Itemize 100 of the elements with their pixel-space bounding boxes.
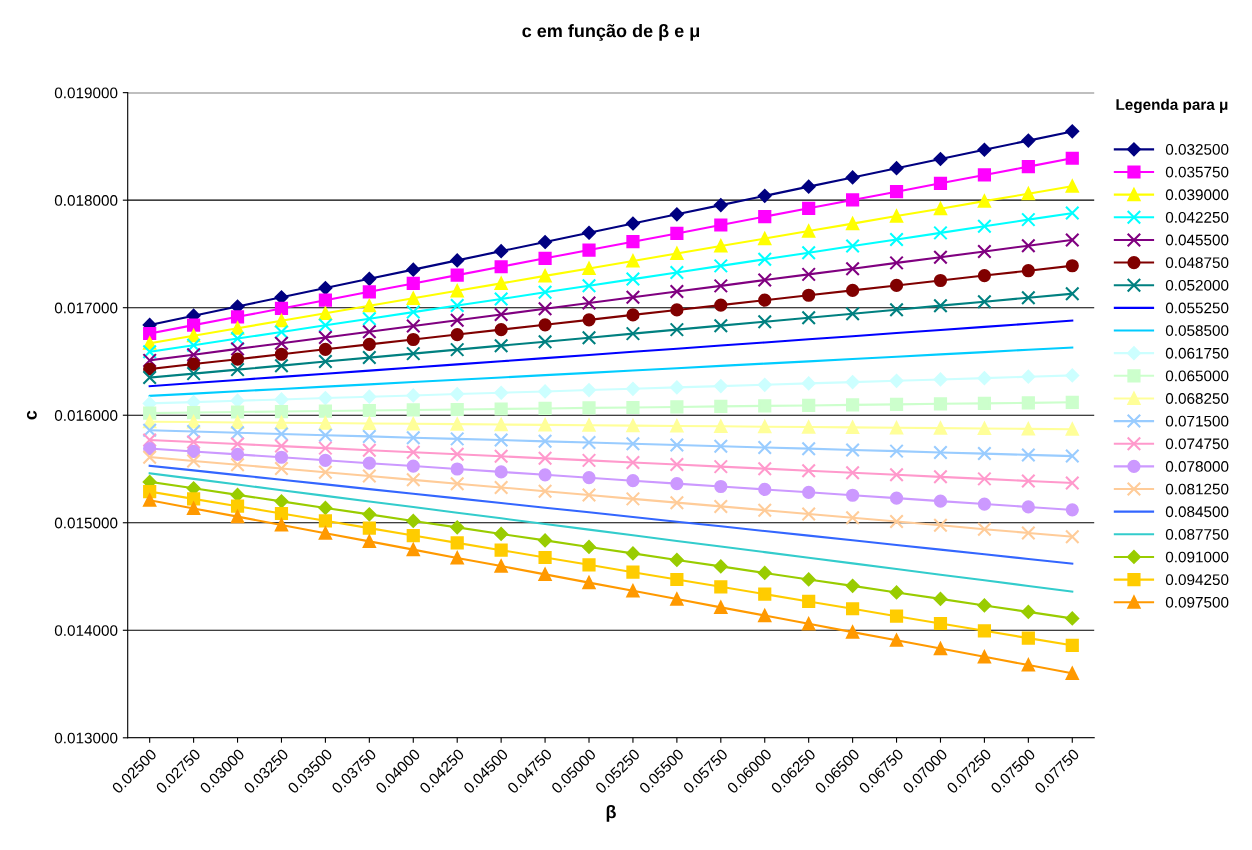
point — [670, 246, 684, 261]
point — [845, 578, 860, 593]
point — [758, 482, 772, 497]
point — [494, 465, 508, 479]
point — [318, 427, 333, 443]
point — [1021, 369, 1036, 384]
legend-label: 0.065000 — [1165, 370, 1229, 382]
point — [714, 600, 728, 614]
legend-label: 0.055250 — [1165, 302, 1229, 314]
point — [1021, 473, 1036, 489]
point — [977, 244, 992, 259]
point — [669, 284, 685, 299]
point — [1065, 179, 1079, 193]
point — [714, 298, 728, 312]
point — [802, 288, 816, 302]
point — [801, 245, 816, 261]
point — [318, 330, 333, 345]
point — [625, 326, 641, 341]
point — [846, 193, 860, 207]
point — [186, 434, 201, 450]
point — [1021, 290, 1036, 305]
point — [142, 370, 157, 385]
point — [142, 449, 157, 465]
legend-label: 0.081250 — [1165, 483, 1229, 495]
legend-label: 0.045500 — [1165, 234, 1229, 246]
point — [494, 543, 508, 557]
point — [933, 298, 948, 313]
point — [538, 235, 553, 249]
point — [889, 209, 904, 223]
point — [845, 261, 860, 276]
point — [1065, 259, 1079, 273]
point — [626, 474, 640, 488]
point — [406, 276, 420, 290]
point — [757, 314, 773, 329]
point — [450, 268, 464, 282]
point — [187, 492, 201, 506]
legend-label: 0.097500 — [1165, 596, 1229, 608]
point — [889, 278, 904, 293]
point — [846, 625, 860, 639]
legend-label: 0.071500 — [1165, 415, 1229, 427]
point — [977, 650, 992, 664]
point — [713, 278, 729, 294]
legend-label: 0.068250 — [1165, 393, 1229, 404]
point — [933, 152, 948, 166]
point — [582, 540, 596, 554]
point — [187, 405, 201, 420]
point — [714, 580, 728, 594]
point — [713, 258, 729, 274]
point — [318, 440, 333, 456]
point — [494, 276, 508, 290]
point — [758, 231, 772, 246]
point — [274, 335, 289, 351]
point — [581, 278, 597, 294]
point — [889, 161, 904, 176]
point — [538, 567, 552, 581]
point — [933, 202, 948, 216]
point — [1065, 611, 1080, 626]
point — [582, 558, 596, 572]
point — [713, 499, 729, 514]
point — [581, 453, 597, 468]
point — [274, 426, 289, 442]
point — [230, 393, 245, 408]
point — [670, 419, 684, 433]
point — [626, 381, 640, 396]
point — [889, 633, 904, 647]
point — [538, 401, 552, 416]
point — [889, 185, 904, 199]
point — [537, 483, 553, 499]
point — [230, 362, 245, 377]
point — [977, 142, 992, 157]
point — [933, 372, 948, 387]
point — [318, 306, 332, 320]
point — [406, 291, 420, 305]
point — [757, 252, 773, 267]
point — [493, 480, 509, 495]
point — [801, 179, 816, 194]
point — [757, 461, 773, 476]
point — [142, 432, 157, 448]
point — [977, 624, 992, 638]
point — [449, 476, 465, 492]
point — [582, 418, 596, 432]
point — [977, 396, 992, 410]
point — [757, 188, 772, 203]
point — [977, 471, 992, 487]
point — [494, 385, 509, 400]
point — [758, 210, 772, 224]
point — [493, 291, 509, 307]
point — [714, 218, 728, 232]
point — [933, 421, 948, 435]
point — [582, 313, 596, 327]
point — [625, 436, 641, 452]
point — [405, 444, 421, 460]
point — [1021, 500, 1035, 514]
point — [713, 198, 728, 213]
point — [977, 219, 992, 234]
point — [186, 347, 201, 362]
point — [625, 491, 641, 507]
point — [405, 430, 421, 445]
point — [406, 513, 421, 528]
point — [669, 380, 684, 395]
